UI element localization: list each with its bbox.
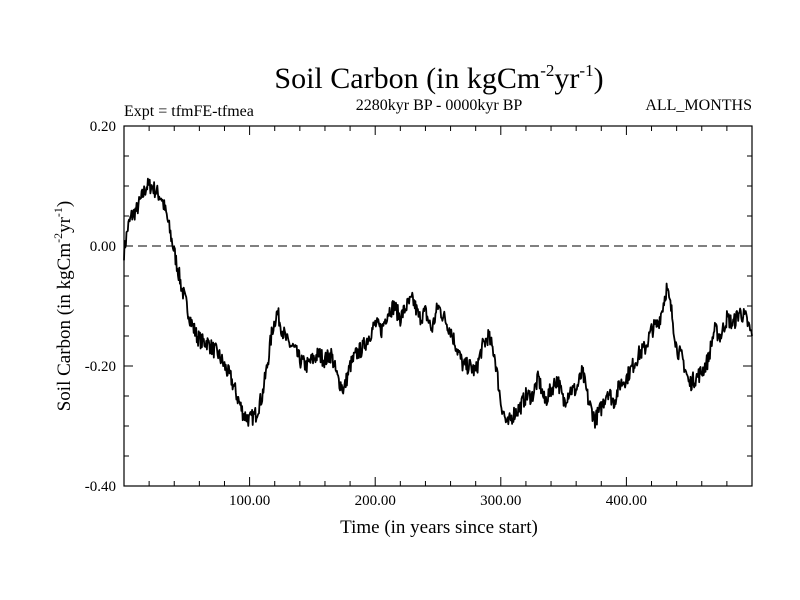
y-label-exponent-time: -1 xyxy=(51,207,65,217)
y-tick-label: 0.00 xyxy=(90,239,116,255)
title-base: Soil Carbon (in kgCm xyxy=(274,62,540,95)
series-layer xyxy=(123,177,753,429)
x-tick-label: 300.00 xyxy=(480,493,521,509)
experiment-label: Expt = tfmFE-tfmea xyxy=(124,103,254,120)
x-axis-ticks: 100.00 200.00 300.00 400.00 xyxy=(148,126,728,509)
title-exponent-area: -2 xyxy=(540,61,554,80)
y-label-exponent-area: -2 xyxy=(51,233,65,243)
time-range-label: 2280kyr BP - 0000kyr BP xyxy=(356,97,523,114)
title-mid: yr xyxy=(554,62,579,95)
y-tick-label: -0.20 xyxy=(85,359,116,375)
x-tick-label: 400.00 xyxy=(606,493,647,509)
y-label-base: Soil Carbon (in kgCm xyxy=(54,243,75,412)
y-tick-label: -0.40 xyxy=(85,479,116,495)
x-tick-label: 100.00 xyxy=(229,493,270,509)
y-label-close: ) xyxy=(54,201,75,207)
y-tick-label: 0.20 xyxy=(90,119,116,135)
y-axis-label: Soil Carbon (in kgCm-2yr-1) xyxy=(51,201,75,412)
x-tick-label: 200.00 xyxy=(355,493,396,509)
x-axis-label: Time (in years since start) xyxy=(340,517,538,538)
y-axis-ticks: -0.40 -0.20 0.00 0.20 xyxy=(85,119,752,495)
y-label-mid: yr xyxy=(54,216,75,233)
title-close: ) xyxy=(594,62,604,95)
months-label: ALL_MONTHS xyxy=(645,97,752,114)
chart-title: Soil Carbon (in kgCm-2yr-1) xyxy=(274,61,603,95)
title-exponent-time: -1 xyxy=(579,61,593,80)
series-line xyxy=(123,177,753,429)
